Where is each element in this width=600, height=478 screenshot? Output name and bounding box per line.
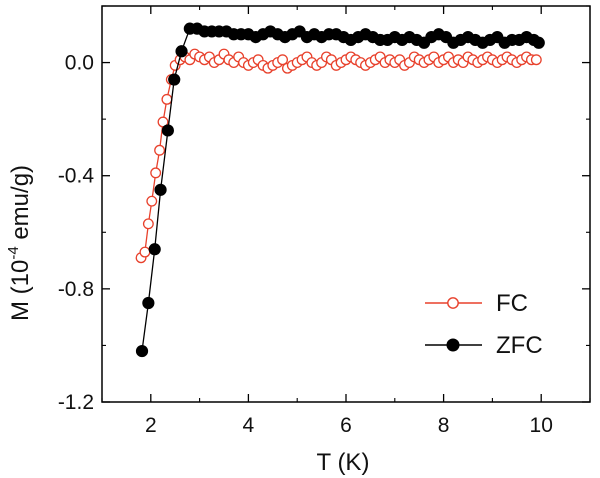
data-point-fc bbox=[154, 144, 166, 156]
data-point-zfc bbox=[154, 183, 167, 196]
data-point-fc bbox=[150, 167, 162, 179]
x-tick-label: 6 bbox=[340, 414, 352, 437]
data-point-fc bbox=[161, 93, 173, 105]
y-tick-label: -1.2 bbox=[58, 391, 94, 414]
x-tick-label: 10 bbox=[530, 414, 553, 437]
data-point-fc bbox=[157, 116, 169, 128]
x-axis-label: T (K) bbox=[317, 449, 370, 476]
y-tick-label: -0.8 bbox=[58, 278, 94, 301]
data-point-zfc bbox=[148, 243, 161, 256]
data-point-fc bbox=[139, 246, 151, 258]
y-axis-label-unit: emu/g) bbox=[7, 165, 34, 246]
series-fc-line bbox=[140, 53, 537, 259]
legend-fc-marker bbox=[447, 297, 459, 309]
data-point-fc bbox=[530, 54, 542, 66]
x-tick-label: 2 bbox=[145, 414, 157, 437]
legend-fc-label: FC bbox=[496, 290, 528, 317]
legend-zfc-label: ZFC bbox=[496, 332, 543, 359]
y-tick-label: -0.4 bbox=[58, 165, 95, 188]
data-point-zfc bbox=[175, 45, 188, 58]
data-point-zfc bbox=[135, 344, 149, 358]
series-fc bbox=[135, 48, 542, 264]
data-point-fc bbox=[146, 195, 158, 207]
data-point-zfc bbox=[532, 36, 545, 49]
data-point-fc bbox=[142, 218, 154, 230]
y-axis-ticks: 0.0 -0.4 -0.8 -1.2 bbox=[58, 5, 590, 414]
legend: FC ZFC bbox=[425, 290, 543, 359]
x-tick-label: 8 bbox=[438, 414, 450, 437]
y-axis-label: M (10-4 emu/g) bbox=[5, 165, 34, 321]
y-axis-label-prefix: M (10 bbox=[7, 260, 34, 321]
data-point-fc bbox=[277, 54, 289, 66]
series-zfc bbox=[135, 22, 545, 358]
x-tick-label: 4 bbox=[243, 414, 255, 437]
legend-zfc-marker bbox=[446, 338, 460, 352]
y-tick-label: 0.0 bbox=[65, 52, 94, 75]
x-axis-ticks: 2 4 6 8 10 bbox=[101, 6, 591, 437]
data-point-zfc bbox=[142, 296, 155, 310]
y-axis-label-exponent: -4 bbox=[5, 246, 22, 259]
data-point-zfc bbox=[161, 124, 174, 137]
data-point-zfc bbox=[168, 73, 181, 86]
series-layer bbox=[135, 22, 545, 358]
